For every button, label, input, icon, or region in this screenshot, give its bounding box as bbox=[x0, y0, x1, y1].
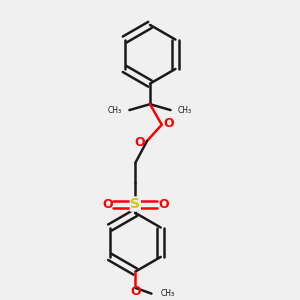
Text: S: S bbox=[130, 197, 140, 211]
Text: O: O bbox=[158, 198, 169, 211]
Text: CH₃: CH₃ bbox=[160, 289, 174, 298]
Text: O: O bbox=[164, 117, 174, 130]
Text: CH₃: CH₃ bbox=[108, 106, 122, 115]
Text: O: O bbox=[130, 285, 141, 298]
Text: CH₃: CH₃ bbox=[178, 106, 192, 115]
Text: O: O bbox=[134, 136, 145, 149]
Text: O: O bbox=[102, 198, 113, 211]
